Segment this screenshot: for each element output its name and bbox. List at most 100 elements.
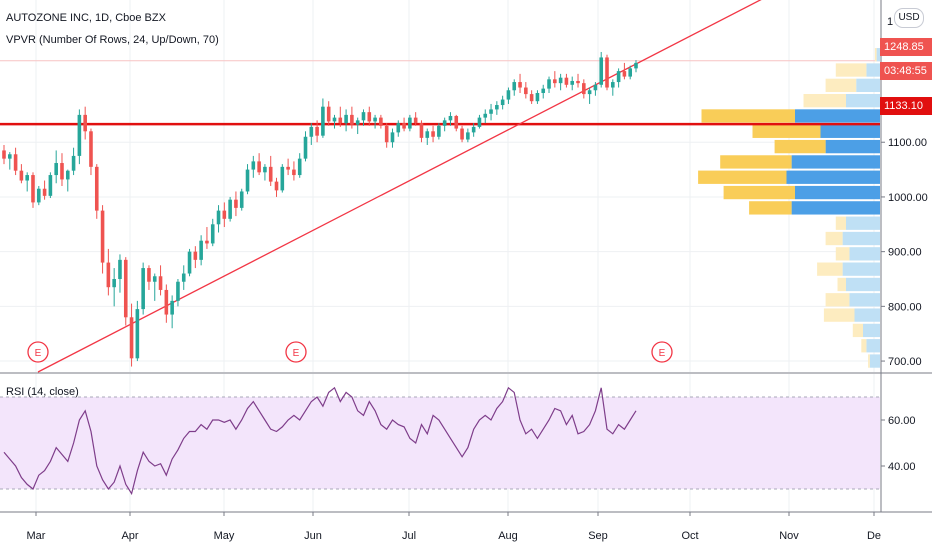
time-tick-label: Oct — [681, 530, 698, 542]
volume-profile-up-bar — [866, 63, 880, 77]
candle-body — [460, 128, 464, 140]
volume-profile-down-bar — [835, 63, 867, 77]
candle-body — [123, 259, 128, 318]
candle-body — [582, 83, 586, 95]
candle-body — [373, 117, 377, 122]
price-tick-label: 1000.00 — [888, 192, 928, 204]
candle-body — [292, 169, 296, 176]
candle-body — [361, 112, 366, 121]
candle-body — [152, 276, 157, 282]
volume-profile-up-bar — [846, 277, 880, 292]
hline-price-tag: 1133.10 — [880, 97, 932, 115]
candle-body — [205, 240, 209, 244]
rsi-panel-plot — [0, 386, 880, 496]
candle-body — [199, 240, 203, 260]
volume-profile-up-bar — [842, 231, 880, 246]
trendline-group — [37, 0, 762, 373]
volume-profile-up-bar — [791, 201, 880, 215]
candle-body — [94, 166, 99, 211]
candle-body — [553, 79, 557, 84]
candle-body — [315, 126, 319, 136]
candle-body — [379, 117, 383, 126]
rsi-band — [0, 397, 880, 489]
time-tick-label: Aug — [498, 530, 518, 542]
time-tick-label: May — [214, 530, 235, 542]
candle-body — [112, 279, 116, 288]
volume-profile-down-bar — [752, 124, 821, 138]
candle-body — [413, 117, 418, 124]
candle-body — [437, 125, 441, 137]
candle-body — [234, 199, 238, 208]
candle-body — [36, 188, 41, 203]
volume-profile-up-bar — [820, 124, 880, 138]
candle-body — [326, 106, 331, 122]
candle-body — [431, 131, 435, 137]
volume-profile-up-bar — [863, 323, 880, 338]
volume-profile-down-bar — [723, 185, 795, 200]
candle-body — [321, 106, 325, 136]
time-tick-label: Nov — [779, 530, 799, 542]
candle-body — [506, 90, 511, 100]
candle-body — [31, 175, 35, 203]
earnings-marker-label: E — [35, 348, 42, 359]
volume-profile-down-bar — [835, 247, 850, 261]
candle-body — [193, 251, 198, 260]
candle-body — [42, 188, 47, 196]
candle-body — [164, 289, 169, 315]
candle-body — [274, 181, 279, 191]
time-tick-label: De — [867, 530, 881, 542]
currency-button[interactable]: USD — [894, 8, 924, 28]
volume-profile-up-bar — [876, 48, 880, 62]
candle-body — [65, 170, 70, 180]
candle-body — [576, 80, 580, 84]
volume-profile-down-bar — [803, 94, 846, 108]
candle-body — [599, 57, 604, 85]
candle-body — [147, 268, 151, 282]
vpvr-legend[interactable]: VPVR (Number Of Rows, 24, Up/Down, 70) — [6, 34, 219, 46]
candle-body — [71, 155, 76, 171]
volume-profile-down-bar — [861, 339, 867, 353]
candle-body — [222, 210, 227, 219]
candle-body — [54, 163, 58, 176]
volume-profile-up-bar — [791, 155, 880, 169]
candle-body — [210, 224, 215, 244]
candle-body — [344, 114, 348, 124]
last-price-tag: 1248.85 — [880, 38, 932, 56]
candle-body — [251, 161, 256, 170]
volume-profile — [698, 48, 880, 368]
candle-body — [535, 93, 540, 102]
volume-profile-down-bar — [852, 323, 863, 338]
candle-body — [176, 281, 180, 301]
candle-body — [477, 117, 482, 127]
volume-profile-down-bar — [774, 139, 826, 154]
volume-profile-down-bar — [720, 155, 792, 169]
candle-body — [158, 276, 163, 290]
candle-body — [529, 94, 534, 102]
candle-body — [622, 71, 627, 77]
candle-body — [402, 123, 406, 129]
candle-body — [239, 191, 244, 208]
candle-body — [181, 273, 186, 282]
rsi-tick-label: 40.00 — [888, 461, 916, 473]
rsi-line — [3, 386, 637, 496]
earnings-marker-circle — [285, 341, 307, 363]
volume-profile-down-bar — [698, 170, 787, 184]
rsi-legend[interactable]: RSI (14, close) — [6, 386, 79, 398]
price-tick-label: 1100.00 — [888, 137, 927, 149]
candle-body — [297, 158, 302, 176]
volume-profile-down-bar — [874, 48, 877, 62]
candle-body — [471, 126, 476, 133]
volume-profile-down-bar — [835, 216, 846, 230]
volume-profile-down-bar — [825, 78, 857, 92]
countdown-tag: 03:48:55 — [880, 62, 932, 80]
candle-body — [2, 150, 6, 159]
candle-body — [268, 166, 273, 182]
candle-body — [616, 71, 621, 83]
earnings-marker-circle — [651, 341, 673, 363]
candle-body — [8, 154, 12, 159]
candle-body — [350, 114, 354, 125]
candle-body — [13, 154, 18, 171]
candle-body — [355, 120, 360, 125]
